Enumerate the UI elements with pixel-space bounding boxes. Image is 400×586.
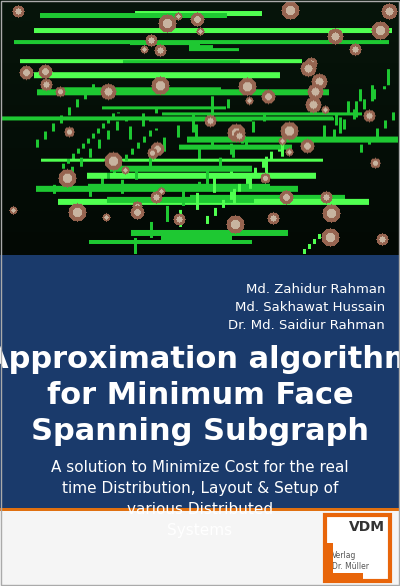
Text: Md. Zahidur Rahman
Md. Sakhawat Hussain
Dr. Md. Saidiur Rahman: Md. Zahidur Rahman Md. Sakhawat Hussain … [228, 283, 385, 332]
Text: A solution to Minimize Cost for the real
time Distribution, Layout & Setup of
va: A solution to Minimize Cost for the real… [51, 460, 349, 538]
Bar [325, 515, 390, 581]
Bar [327, 543, 333, 579]
Bar [329, 519, 386, 577]
Bar [0, 255, 400, 510]
Text: VDM: VDM [349, 520, 385, 534]
Text: Verlag
Dr. Müller: Verlag Dr. Müller [332, 551, 369, 571]
Text: Approximation algorithm
for Minimum Face
Spanning Subgraph: Approximation algorithm for Minimum Face… [0, 345, 400, 446]
Bar [0, 508, 400, 512]
Bar [0, 510, 400, 586]
Bar [327, 573, 363, 579]
